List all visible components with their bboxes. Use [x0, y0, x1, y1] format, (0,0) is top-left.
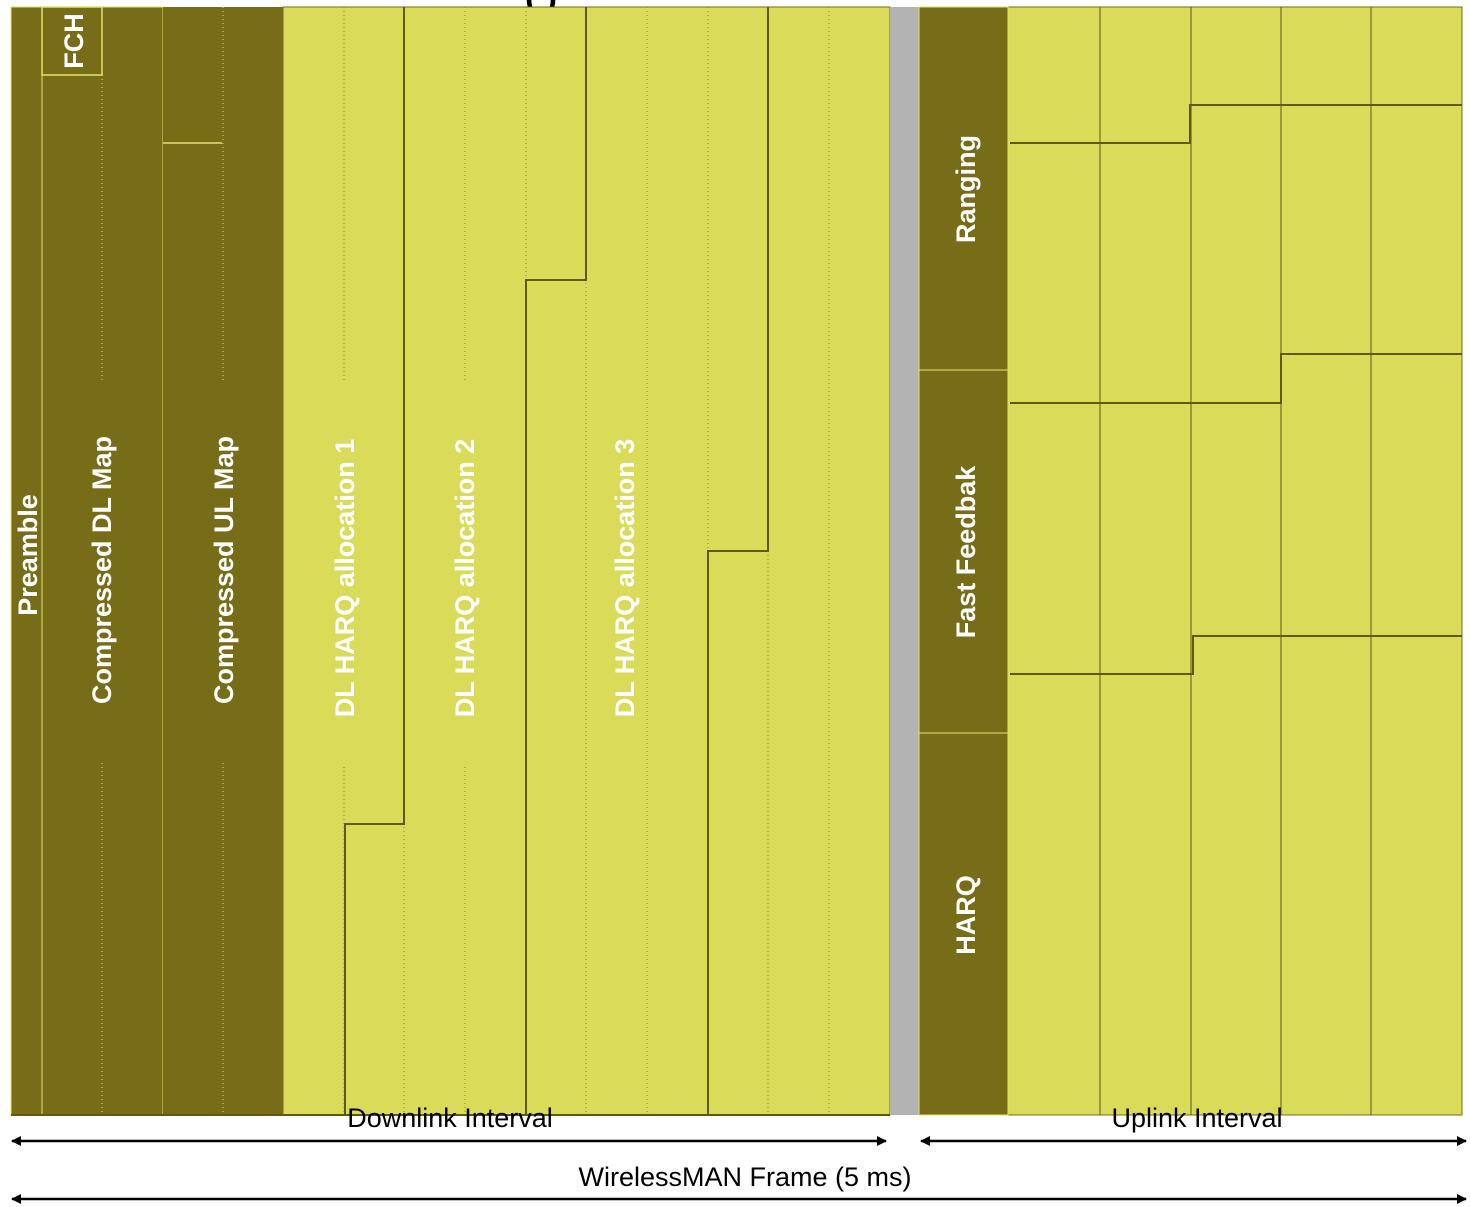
dl-map-label: Compressed DL Map	[87, 436, 117, 704]
preamble-block	[10, 6, 43, 1116]
frame-label: WirelessMAN Frame (5 ms)	[578, 1162, 911, 1192]
ranging-label: Ranging	[951, 135, 981, 243]
harq-block	[918, 732, 1009, 1116]
fch-label: FCH	[59, 13, 89, 69]
uplink-slot-columns	[1099, 7, 1372, 1115]
harq-label: HARQ	[951, 875, 981, 955]
fast-feedback-block	[918, 369, 1009, 734]
fch-block	[41, 6, 103, 76]
fast-feedback-label: Fast Feedbak	[951, 465, 981, 639]
dl-harq-allocation-2-label: DL HARQ allocation 2	[450, 439, 480, 718]
dl-harq-allocation-1-label: DL HARQ allocation 1	[330, 439, 360, 718]
ul-map-label: Compressed UL Map	[209, 436, 239, 704]
uplink-interval-label: Uplink Interval	[1111, 1103, 1282, 1133]
uplink-subframe: Ranging Fast Feedbak HARQ	[918, 6, 1463, 1116]
uplink-allocation-boundaries	[1010, 104, 1462, 675]
downlink-interval-label: Downlink Interval	[347, 1103, 553, 1133]
guard-interval	[890, 7, 919, 1115]
preamble-label: Preamble	[13, 494, 43, 616]
dl-harq-allocation-3-label: DL HARQ allocation 3	[610, 439, 640, 718]
interval-arrows: Downlink Interval Uplink Interval Wirele…	[11, 1103, 1467, 1204]
downlink-subframe: Preamble FCH Compressed DL Map Compresse…	[10, 6, 891, 1116]
uplink-background	[1007, 6, 1463, 1116]
downlink-allocation-boundaries	[344, 7, 769, 1115]
ranging-block	[918, 6, 1009, 371]
